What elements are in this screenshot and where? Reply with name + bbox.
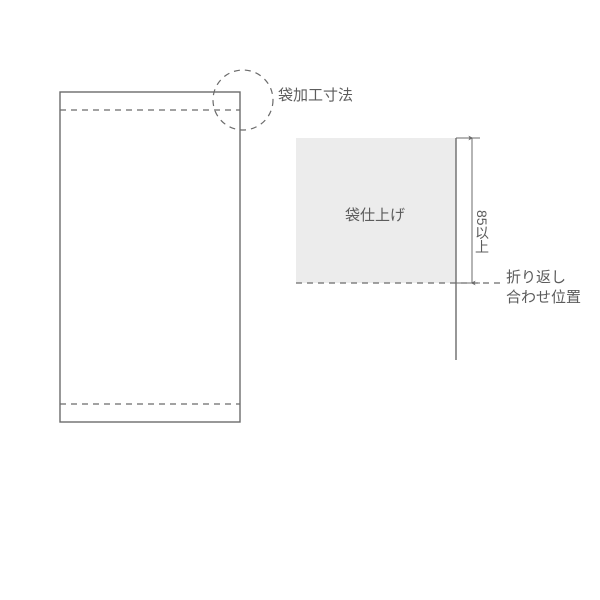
label-fold-line2: 合わせ位置 <box>506 289 581 306</box>
finish-panel <box>296 138 500 360</box>
label-fold-line1: 折り返し <box>506 269 566 286</box>
bag-outline <box>60 92 240 422</box>
label-finish: 袋仕上げ <box>345 207 405 224</box>
label-dim-85: 85以上 <box>474 210 490 254</box>
label-processing-dim: 袋加工寸法 <box>278 87 353 104</box>
technical-diagram: 袋加工寸法 袋仕上げ 折り返し 合わせ位置 85以上 <box>0 0 600 600</box>
